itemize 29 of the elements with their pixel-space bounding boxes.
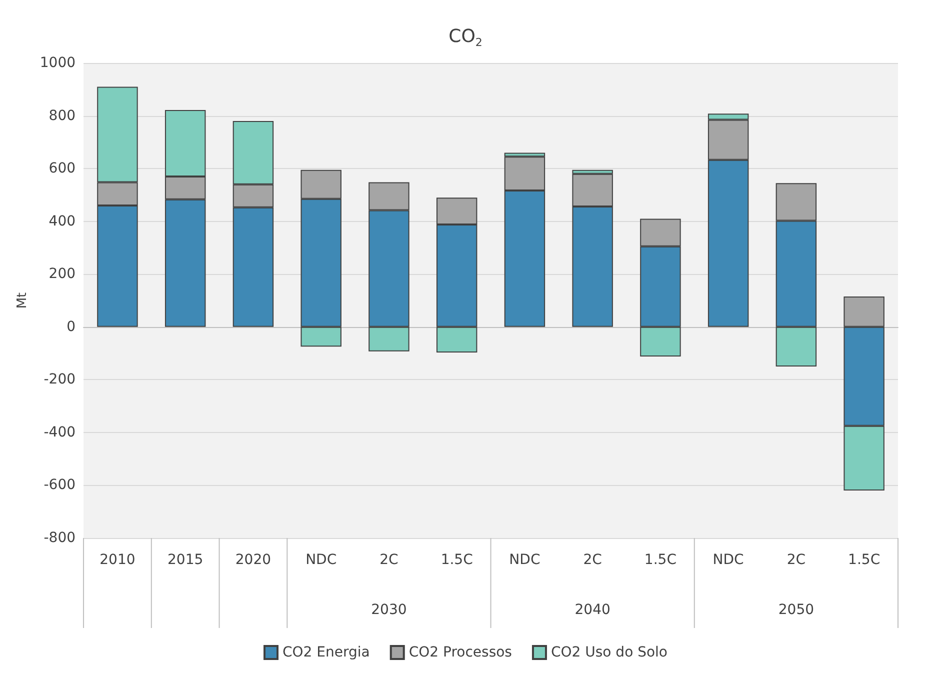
text: 2050 (778, 602, 814, 618)
x-tick-label: 2C (786, 552, 806, 568)
y-tick-label: -200 (44, 372, 76, 388)
x-tick-label: NDC (712, 552, 744, 568)
x-tick-label: 2020 (235, 552, 272, 568)
y-tick-label: 0 (66, 318, 76, 335)
y-tick-label: 1000 (40, 55, 76, 71)
x-tick-label: 1.5C (848, 552, 880, 568)
y-tick-label: 600 (48, 160, 76, 177)
x-tick-label: NDC (509, 552, 540, 568)
x-tick-label: NDC (306, 552, 337, 568)
x-tick-label: 2015 (168, 552, 204, 568)
y-tick-label: 800 (48, 108, 76, 124)
y-tick-label: -600 (44, 477, 76, 494)
x-tick-label: 1.5C (644, 552, 677, 568)
text: 2030 (371, 602, 407, 618)
x-tick-label: 2C (583, 552, 602, 568)
y-tick-label: 200 (48, 266, 76, 282)
text: 2040 (574, 602, 610, 618)
legend-label: CO2 Energia (282, 644, 370, 660)
y-tick-label: -400 (44, 424, 76, 440)
y-tick-label: -800 (44, 530, 76, 546)
x-tick-label: 1.5C (440, 552, 474, 568)
legend-label: CO2 Processos (408, 644, 512, 660)
y-axis-title: Mt (15, 292, 30, 309)
x-tick-label: 2C (380, 552, 399, 568)
x-tick-label: 2010 (100, 552, 136, 568)
y-tick-label: 400 (48, 213, 76, 230)
legend-label: CO2 Uso do Solo (550, 644, 668, 660)
